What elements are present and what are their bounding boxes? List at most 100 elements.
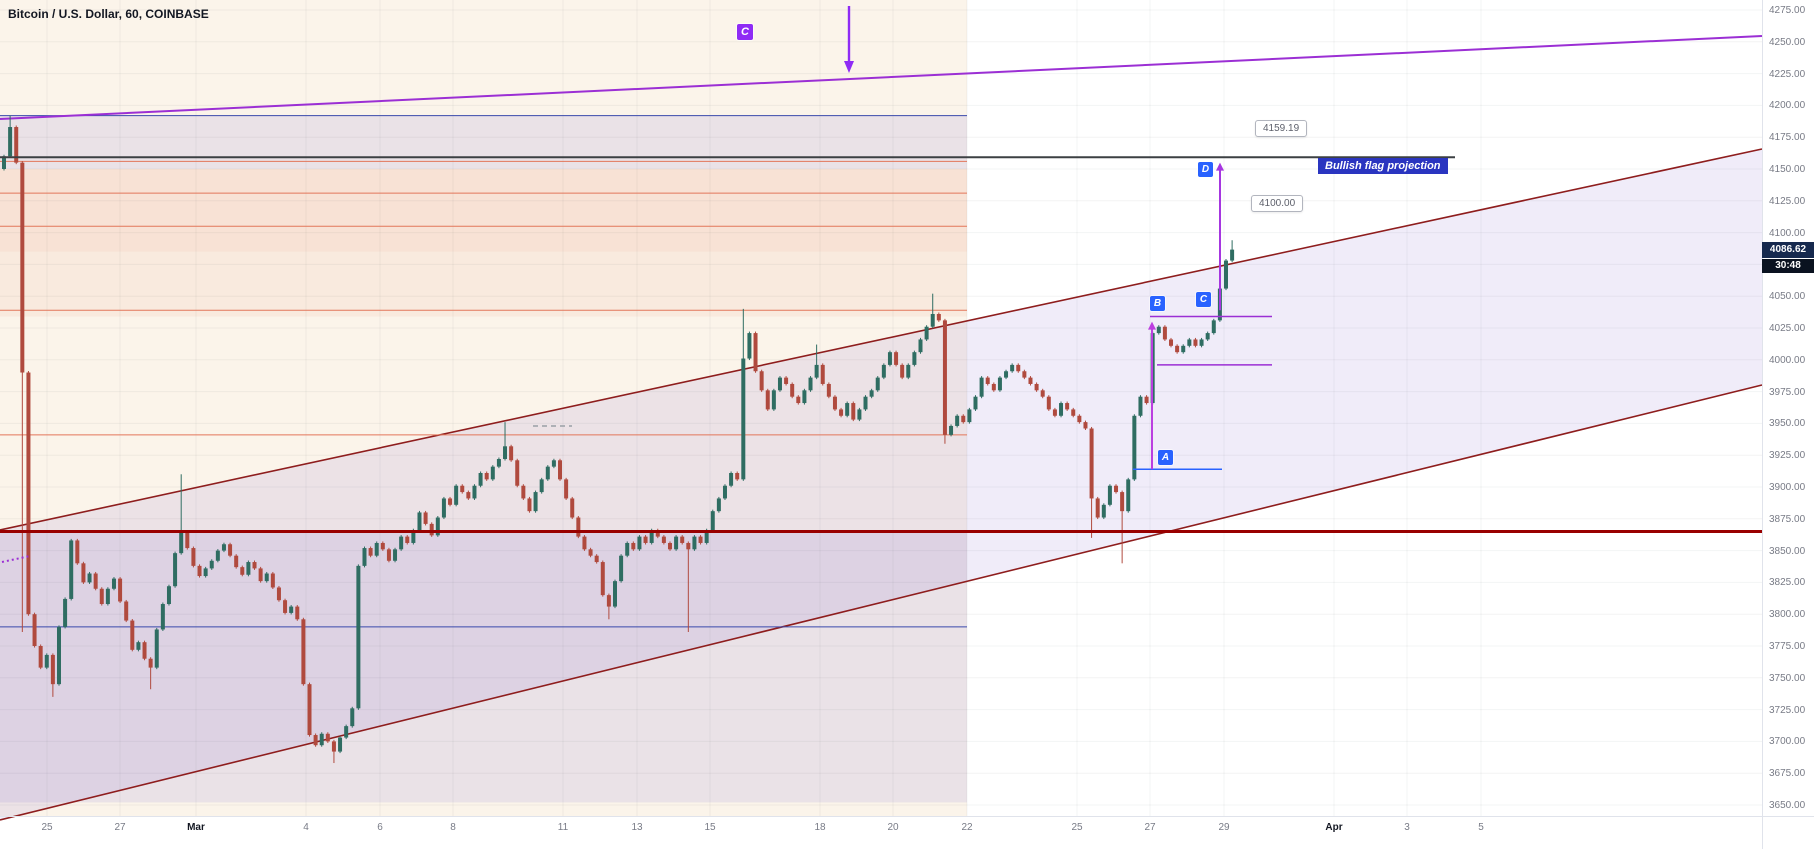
price-zone-band bbox=[0, 251, 967, 317]
candle-body bbox=[2, 156, 6, 169]
candle-body bbox=[826, 383, 831, 397]
price-callout-target[interactable]: 4100.00 bbox=[1251, 195, 1304, 212]
candle-body bbox=[81, 563, 86, 583]
candle-body bbox=[1126, 479, 1131, 512]
candle-body bbox=[484, 473, 489, 480]
candle-body bbox=[930, 314, 935, 327]
price-axis-label: 3900.00 bbox=[1769, 482, 1806, 493]
price-axis-label: 3850.00 bbox=[1769, 545, 1806, 557]
candle-body bbox=[454, 485, 459, 505]
candle-body bbox=[228, 544, 233, 556]
time-axis-label: 8 bbox=[450, 822, 456, 833]
candle-body bbox=[8, 127, 13, 157]
candle-body bbox=[154, 629, 159, 668]
time-axis-label: 4 bbox=[303, 822, 309, 833]
price-axis-label: 4200.00 bbox=[1769, 100, 1806, 112]
price-zone-band bbox=[0, 531, 967, 803]
bullish-flag-projection-label[interactable]: Bullish flag projection bbox=[1318, 158, 1448, 174]
candle-body bbox=[588, 549, 593, 556]
candle-body bbox=[1101, 504, 1106, 518]
candle-body bbox=[991, 383, 996, 391]
candle-body bbox=[191, 548, 196, 566]
price-axis-label: 3775.00 bbox=[1769, 641, 1806, 652]
candle-body bbox=[1107, 485, 1112, 505]
candle-body bbox=[515, 460, 520, 486]
channel-lower-line[interactable] bbox=[0, 384, 1763, 821]
candle-body bbox=[869, 390, 874, 397]
upper-trendline[interactable] bbox=[0, 35, 1763, 120]
candle-body bbox=[1138, 396, 1143, 416]
candle-body bbox=[209, 560, 214, 569]
candle-body bbox=[380, 542, 385, 550]
candle-body bbox=[900, 364, 905, 378]
measure-arrow-head bbox=[1148, 321, 1156, 330]
price-axis-label: 4000.00 bbox=[1769, 354, 1806, 366]
measure-arrow-head bbox=[1216, 162, 1224, 171]
candle-body bbox=[857, 409, 862, 420]
time-axis-label: 15 bbox=[704, 822, 716, 833]
symbol-title: Bitcoin / U.S. Dollar, 60, COINBASE bbox=[8, 7, 209, 21]
down-arrow-head bbox=[844, 61, 854, 73]
candle-body bbox=[790, 383, 795, 397]
candle-body bbox=[393, 549, 398, 561]
candle-body bbox=[631, 542, 636, 550]
time-axis-label: 20 bbox=[887, 822, 899, 833]
candle-body bbox=[716, 498, 721, 512]
session-shade-region bbox=[0, 0, 967, 816]
candle-body bbox=[918, 339, 923, 353]
pattern-point-label-a[interactable]: A bbox=[1158, 450, 1173, 465]
time-axis-label: 11 bbox=[557, 822, 569, 833]
candle-body bbox=[845, 403, 850, 416]
candle-body bbox=[667, 542, 672, 550]
candle-body bbox=[710, 511, 715, 531]
candle-body bbox=[637, 536, 642, 550]
channel-upper-line[interactable] bbox=[0, 148, 1763, 531]
candle-body bbox=[784, 377, 789, 384]
candle-body bbox=[802, 390, 807, 404]
candle-body bbox=[350, 708, 355, 727]
candle-body bbox=[93, 573, 98, 589]
candle-body bbox=[674, 536, 679, 550]
candle-body bbox=[1052, 409, 1057, 416]
candle-body bbox=[26, 372, 31, 615]
pattern-point-label-d[interactable]: D bbox=[1198, 162, 1213, 177]
candle-body bbox=[75, 540, 80, 564]
channel-fill bbox=[0, 149, 1762, 820]
wave-label-c[interactable]: C bbox=[737, 24, 753, 40]
candle-body bbox=[87, 573, 92, 583]
time-axis-label: Mar bbox=[187, 822, 205, 833]
candle-body bbox=[478, 473, 483, 486]
candle-body bbox=[955, 415, 960, 426]
candle-body bbox=[503, 446, 508, 460]
candle-body bbox=[564, 479, 569, 499]
candle-body bbox=[1071, 409, 1076, 416]
candle-body bbox=[148, 658, 153, 668]
time-axis-label: 18 bbox=[814, 822, 826, 833]
time-axis-label: 29 bbox=[1218, 822, 1230, 833]
candle-body bbox=[301, 619, 306, 685]
candle-body bbox=[1175, 345, 1180, 353]
price-callout-projection[interactable]: 4159.19 bbox=[1255, 120, 1308, 137]
candle-body bbox=[221, 544, 226, 551]
candle-body bbox=[973, 396, 978, 410]
candle-body bbox=[1083, 422, 1088, 429]
candle-body bbox=[1095, 498, 1100, 518]
pattern-point-label-c[interactable]: C bbox=[1196, 292, 1211, 307]
pattern-point-label-b[interactable]: B bbox=[1150, 296, 1165, 311]
candle-body bbox=[1162, 326, 1167, 340]
candle-body bbox=[179, 531, 184, 554]
candle-body bbox=[533, 492, 538, 512]
candle-body bbox=[429, 523, 434, 536]
candle-body bbox=[686, 542, 691, 550]
candle-body bbox=[832, 396, 837, 410]
candle-body bbox=[32, 614, 37, 646]
candle-body bbox=[1144, 396, 1149, 404]
candle-body bbox=[1028, 377, 1033, 384]
candle-body bbox=[136, 642, 141, 650]
candle-body bbox=[264, 573, 269, 582]
candle-body bbox=[692, 536, 697, 550]
candle-body bbox=[521, 485, 526, 499]
candle-body bbox=[240, 567, 245, 575]
price-axis-label: 3825.00 bbox=[1769, 577, 1806, 589]
